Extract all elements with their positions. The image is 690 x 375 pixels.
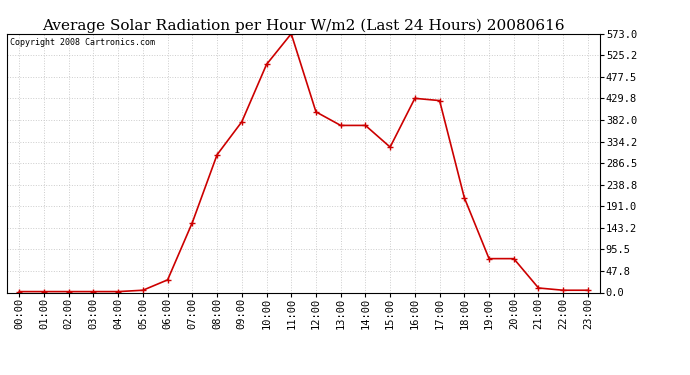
Title: Average Solar Radiation per Hour W/m2 (Last 24 Hours) 20080616: Average Solar Radiation per Hour W/m2 (L…	[42, 18, 565, 33]
Text: Copyright 2008 Cartronics.com: Copyright 2008 Cartronics.com	[10, 38, 155, 46]
